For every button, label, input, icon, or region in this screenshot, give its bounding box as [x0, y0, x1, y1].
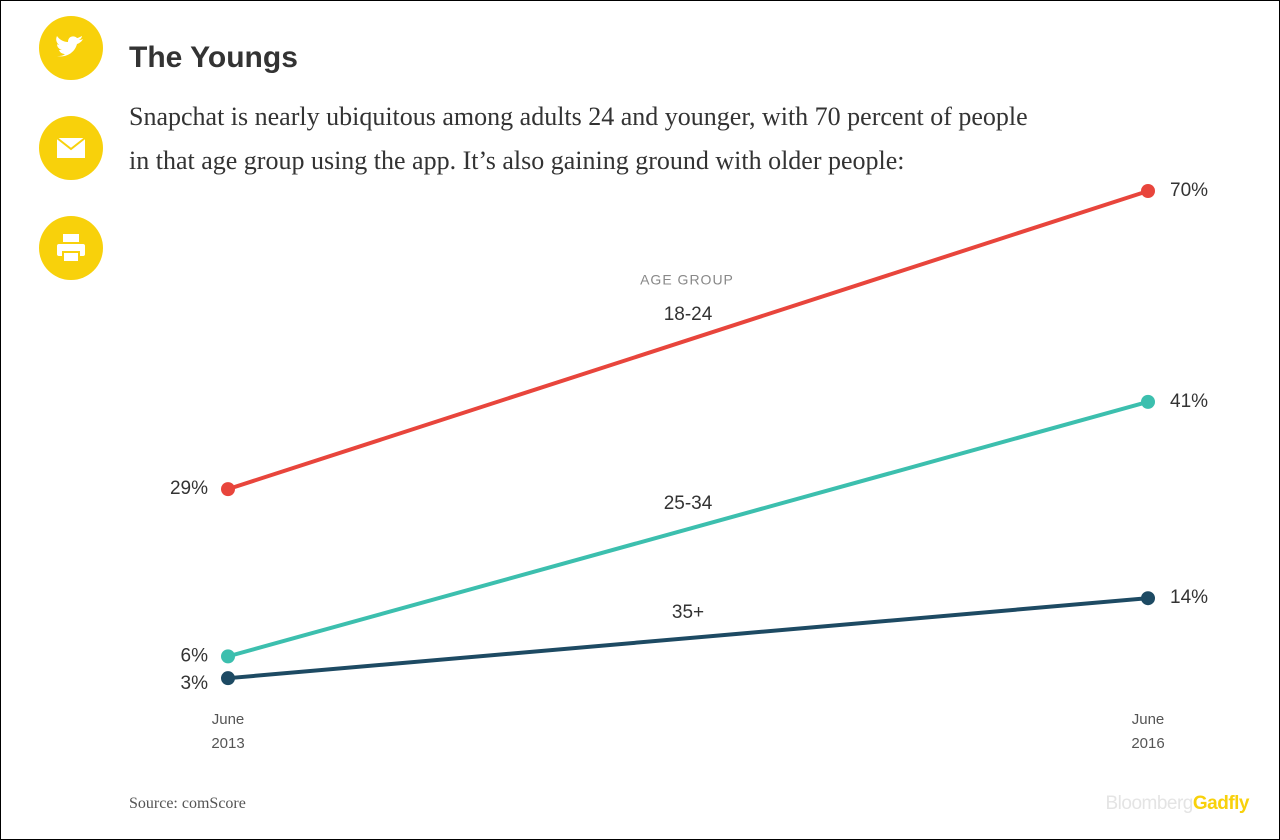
- data-point: [1141, 184, 1155, 198]
- x-tick-label: June 2016: [1131, 711, 1165, 752]
- value-label: 3%: [181, 673, 209, 694]
- data-point: [1141, 591, 1155, 606]
- series-line: [227, 189, 1149, 492]
- twitter-button[interactable]: [39, 16, 103, 80]
- value-label: 6%: [181, 645, 209, 666]
- series-label: 25-34: [664, 493, 713, 514]
- series-line: [227, 399, 1149, 659]
- data-point: [1141, 394, 1155, 409]
- value-label: 70%: [1170, 180, 1208, 201]
- email-button[interactable]: [39, 116, 103, 180]
- value-label: 41%: [1170, 391, 1208, 412]
- series-label: 35+: [672, 602, 704, 623]
- series-line: [227, 596, 1149, 681]
- brand-part: Bloomberg: [1105, 793, 1193, 814]
- brand-part: Gadfly: [1192, 793, 1250, 814]
- print-icon: [57, 234, 85, 263]
- series-label: 18-24: [664, 304, 713, 325]
- value-label: 14%: [1170, 587, 1208, 608]
- source: Source: comScore: [129, 795, 246, 812]
- legend-title: AGE GROUP: [640, 272, 734, 288]
- data-point: [221, 671, 235, 686]
- data-point: [221, 649, 235, 664]
- email-icon: [56, 137, 86, 158]
- value-label: 29%: [170, 478, 208, 499]
- title: The Youngs: [129, 41, 298, 74]
- data-point: [221, 482, 235, 497]
- subtitle: Snapchat is nearly ubiquitous among adul…: [129, 102, 1028, 175]
- print-button[interactable]: [39, 216, 103, 280]
- x-tick-label: June 2013: [211, 711, 245, 752]
- twitter-icon: [56, 36, 83, 57]
- brand: BloombergGadfly: [1105, 793, 1249, 815]
